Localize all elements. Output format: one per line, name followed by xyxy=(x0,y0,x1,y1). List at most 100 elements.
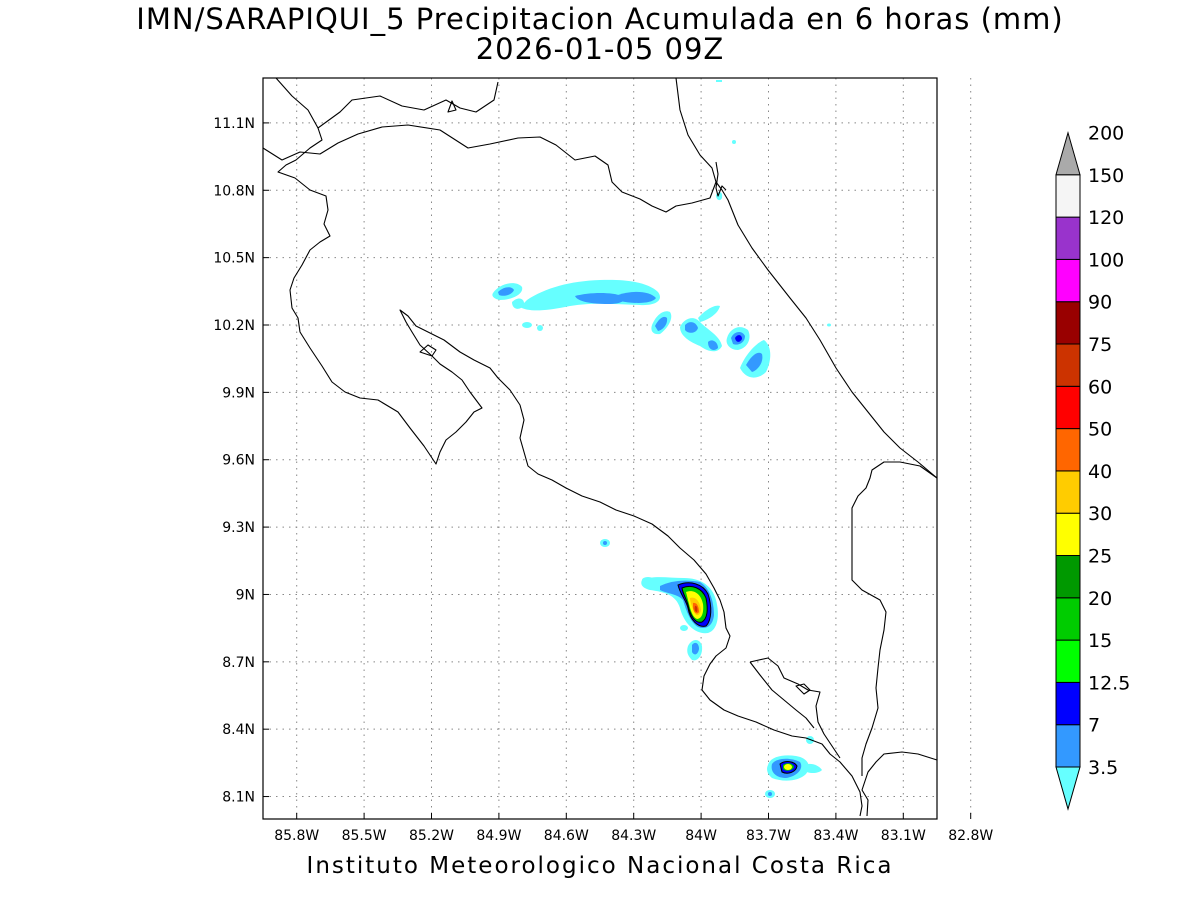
y-tick-label: 8.7N xyxy=(222,655,255,671)
y-tick-label: 9.9N xyxy=(222,385,255,401)
colorbar-label: 3.5 xyxy=(1088,757,1118,779)
rain-cell-osa xyxy=(692,642,699,655)
colorbar-swatch xyxy=(1055,428,1081,472)
colorbar-label: 25 xyxy=(1088,546,1112,568)
y-tick-label: 10.5N xyxy=(213,251,255,267)
latitude-axis: 11.1N 10.8N 10.5N 10.2N 9.9N 9.6N 9.3N 9N 8.7N 8.… xyxy=(213,116,269,806)
colorbar-swatch xyxy=(1055,639,1081,683)
golfo-dulce xyxy=(749,657,841,759)
colorbar-swatch xyxy=(1055,512,1081,557)
colorbar-label: 12.5 xyxy=(1088,672,1130,694)
y-tick-label: 8.4N xyxy=(222,722,255,738)
colorbar-label: 90 xyxy=(1088,292,1112,314)
colorbar-swatch xyxy=(1055,724,1081,768)
colorbar-swatch xyxy=(1055,174,1081,218)
rain-cell-east xyxy=(735,335,742,342)
colorbar-swatch xyxy=(1055,258,1081,303)
rain-cell-east xyxy=(685,322,698,333)
precipitation-field xyxy=(492,80,831,798)
colorbar-swatch xyxy=(1055,470,1081,514)
colorbar-label: 100 xyxy=(1088,249,1124,271)
colorbar-swatch xyxy=(1055,301,1081,345)
costa-rica-panama-border xyxy=(861,751,938,817)
punta-inlet xyxy=(715,161,727,197)
colorbar-label: 60 xyxy=(1088,376,1112,398)
rain-cell-osa-core xyxy=(681,585,708,623)
rain-cell-east xyxy=(746,352,763,372)
rain-cell-north-band xyxy=(498,287,514,296)
map-subtitle: 2026-01-05 09Z xyxy=(475,32,725,66)
rain-cell-north xyxy=(732,140,736,144)
x-tick-label: 85.5W xyxy=(342,828,387,844)
small-island xyxy=(447,100,457,113)
y-tick-label: 11.1N xyxy=(213,116,255,132)
burica-peninsula xyxy=(749,661,815,729)
y-tick-label: 9.6N xyxy=(222,453,255,469)
rain-cell-north-band xyxy=(618,291,656,303)
colorbar-label: 50 xyxy=(1088,419,1112,441)
nicaragua-border xyxy=(262,124,717,213)
rain-cell-north-band xyxy=(575,293,625,304)
rain-cell-osa-core xyxy=(694,605,698,612)
y-tick-label: 9N xyxy=(236,587,255,603)
rain-cell-south xyxy=(603,541,607,545)
colorbar-swatch xyxy=(1055,130,1081,176)
colorbar-swatch xyxy=(1055,597,1081,641)
rain-cell-north xyxy=(716,80,722,82)
x-tick-label: 84.9W xyxy=(476,828,521,844)
panama-caribbean xyxy=(851,461,938,776)
x-tick-label: 83.4W xyxy=(813,828,858,844)
colorbar-label: 15 xyxy=(1088,630,1112,652)
rain-cell-south-east xyxy=(803,763,822,773)
rain-cell-north xyxy=(827,323,831,327)
rain-cell-south-east xyxy=(768,792,772,796)
colorbar-swatch xyxy=(1055,216,1081,260)
y-tick-label: 10.8N xyxy=(213,183,255,199)
y-tick-label: 9.3N xyxy=(222,520,255,536)
rain-cell-north-band xyxy=(537,325,543,331)
colorbar-swatch xyxy=(1055,343,1081,387)
x-tick-label: 83.7W xyxy=(746,828,791,844)
colorbar-swatch xyxy=(1055,385,1081,430)
colorbar-swatch xyxy=(1055,555,1081,599)
map-frame xyxy=(262,77,938,820)
colorbar-label: 200 xyxy=(1088,123,1124,145)
rain-cell-osa xyxy=(642,577,654,583)
rain-cell-south-east xyxy=(779,761,798,774)
longitude-axis: 85.8W 85.5W 85.2W 84.9W 84.6W 84.3W 84W 83.7W 83… xyxy=(274,813,993,844)
colorbar-label: 75 xyxy=(1088,334,1112,356)
y-tick-label: 8.1N xyxy=(222,790,255,806)
coastline xyxy=(262,77,938,817)
x-tick-label: 82.8W xyxy=(948,828,993,844)
rain-cell-north-band xyxy=(522,322,532,328)
colorbar: 3.5 7 12.5 15 20 25 30 40 50 60 75 90 100 120 150 200 xyxy=(1055,123,1130,811)
x-tick-label: 84.6W xyxy=(544,828,589,844)
x-tick-label: 83.1W xyxy=(881,828,926,844)
rain-cell-east xyxy=(698,305,720,322)
rain-cell-south-east xyxy=(784,764,792,770)
map-title: IMN/SARAPIQUI_5 Precipitacion Acumulada … xyxy=(136,2,1064,36)
colorbar-label: 30 xyxy=(1088,503,1112,525)
colorbar-label: 7 xyxy=(1088,715,1100,737)
colorbar-swatch xyxy=(1055,766,1081,811)
rain-cell-east xyxy=(708,340,718,350)
colorbar-swatch xyxy=(1055,681,1081,726)
map-grid xyxy=(263,78,972,819)
x-tick-label: 84.3W xyxy=(611,828,656,844)
y-tick-label: 10.2N xyxy=(213,318,255,334)
colorbar-label: 20 xyxy=(1088,588,1112,610)
rain-cell-north-band xyxy=(655,316,668,331)
rain-cell-osa-core xyxy=(677,582,712,627)
colorbar-label: 150 xyxy=(1088,165,1124,187)
nicaragua-lake-shore xyxy=(275,77,499,129)
colorbar-label: 40 xyxy=(1088,461,1112,483)
caribbean-coast xyxy=(675,77,938,479)
bay-inlet xyxy=(795,683,811,695)
credit-text: Instituto Meteorologico Nacional Costa R… xyxy=(306,853,894,879)
nicoya-inlet xyxy=(419,344,437,357)
colorbar-label: 120 xyxy=(1088,207,1124,229)
pacific-coast-north xyxy=(277,127,863,817)
rain-cell-osa xyxy=(680,625,688,631)
x-tick-label: 85.2W xyxy=(409,828,454,844)
